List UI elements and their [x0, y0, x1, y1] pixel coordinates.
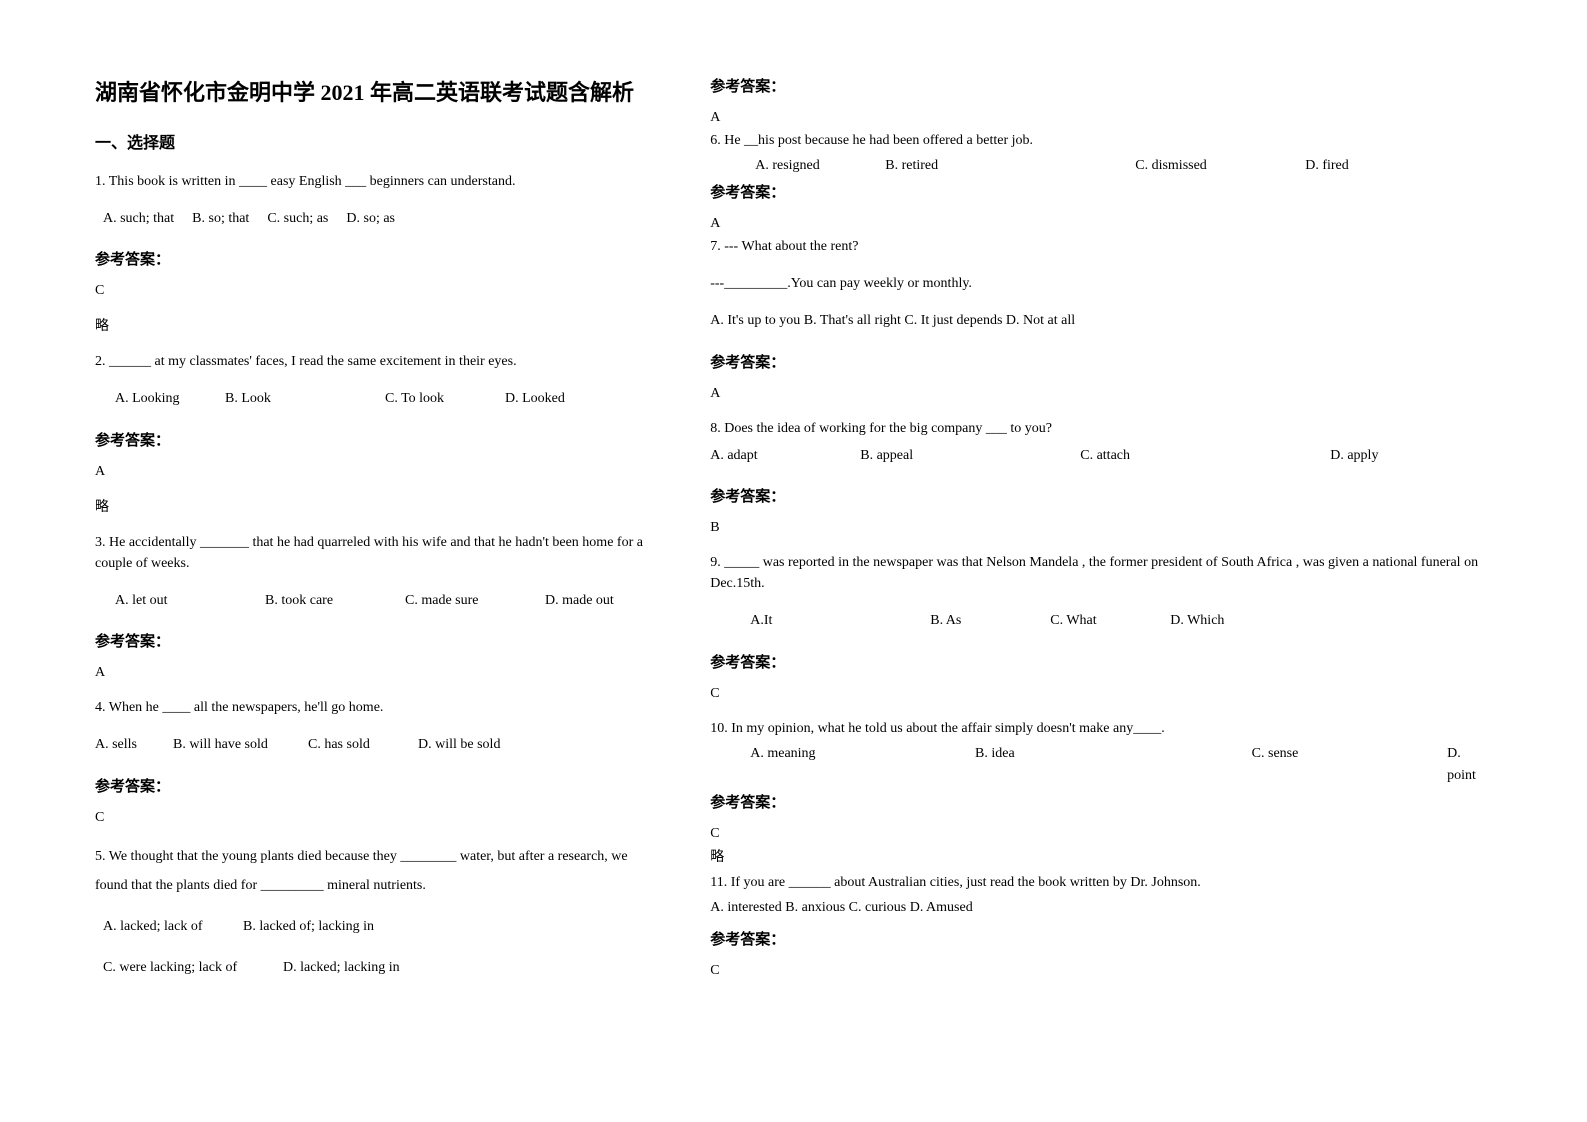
question-1: 1. This book is written in ____ easy Eng… — [95, 171, 660, 192]
q2-answer: A — [95, 464, 660, 480]
q1-opt-b: B. so; that — [192, 208, 249, 230]
q3-opt-b: B. took care — [265, 590, 405, 612]
q10-opt-a: A. meaning — [750, 743, 975, 788]
q8-answer: B — [710, 520, 1492, 536]
question-11-options: A. interested B. anxious C. curious D. A… — [710, 897, 1492, 919]
q1-opt-d: D. so; as — [346, 208, 395, 230]
q4-opt-d: D. will be sold — [418, 734, 500, 756]
question-3: 3. He accidentally _______ that he had q… — [95, 532, 660, 574]
question-9-options: A.It B. As C. What D. Which — [710, 610, 1492, 632]
question-10: 10. In my opinion, what he told us about… — [710, 718, 1492, 739]
question-9: 9. _____ was reported in the newspaper w… — [710, 552, 1492, 594]
q4-opt-a: A. sells — [95, 734, 173, 756]
q2-brief: 略 — [95, 496, 660, 516]
question-7-line1: 7. --- What about the rent? — [710, 236, 1492, 257]
question-2-options: A. Looking B. Look C. To look D. Looked — [95, 388, 660, 410]
q2-opt-a: A. Looking — [115, 388, 225, 410]
q1-answer-label: 参考答案： — [95, 248, 660, 269]
q10-brief: 略 — [710, 846, 1492, 866]
question-5: 5. We thought that the young plants died… — [95, 842, 660, 901]
q2-opt-b: B. Look — [225, 388, 385, 410]
q10-opt-d: D. point — [1447, 743, 1492, 788]
q2-opt-d: D. Looked — [505, 388, 565, 410]
q8-opt-d: D. apply — [1330, 445, 1378, 467]
q9-opt-c: C. What — [1050, 610, 1170, 632]
left-column: 湖南省怀化市金明中学 2021 年高二英语联考试题含解析 一、选择题 1. Th… — [95, 75, 660, 1082]
document-title: 湖南省怀化市金明中学 2021 年高二英语联考试题含解析 — [95, 75, 660, 107]
question-8: 8. Does the idea of working for the big … — [710, 418, 1492, 439]
question-4-options: A. sells B. will have sold C. has sold D… — [95, 734, 660, 756]
q6-opt-c: C. dismissed — [1135, 155, 1305, 177]
q10-opt-b: B. idea — [975, 743, 1252, 788]
q6-answer-label: 参考答案： — [710, 181, 1492, 202]
q10-opt-c: C. sense — [1252, 743, 1447, 788]
question-4: 4. When he ____ all the newspapers, he'l… — [95, 697, 660, 718]
q8-answer-label: 参考答案： — [710, 485, 1492, 506]
question-11: 11. If you are ______ about Australian c… — [710, 872, 1492, 893]
q6-opt-a: A. resigned — [755, 155, 885, 177]
q5-opt-b: B. lacked of; lacking in — [243, 916, 374, 938]
q4-answer: C — [95, 810, 660, 826]
q3-answer-label: 参考答案： — [95, 630, 660, 651]
q6-answer: A — [710, 216, 1492, 232]
q4-opt-b: B. will have sold — [173, 734, 308, 756]
q7-answer: A — [710, 386, 1492, 402]
q8-opt-c: C. attach — [1080, 445, 1330, 467]
q9-answer-label: 参考答案： — [710, 651, 1492, 672]
q9-opt-d: D. Which — [1170, 610, 1224, 632]
q8-opt-b: B. appeal — [860, 445, 1080, 467]
question-6-options: A. resigned B. retired C. dismissed D. f… — [710, 155, 1492, 177]
q10-answer-label: 参考答案： — [710, 791, 1492, 812]
right-column: 参考答案： A 6. He __his post because he had … — [710, 75, 1492, 1082]
q5-answer: A — [710, 110, 1492, 126]
q5-opt-d: D. lacked; lacking in — [283, 957, 400, 979]
q1-answer: C — [95, 283, 660, 299]
q11-answer-label: 参考答案： — [710, 928, 1492, 949]
question-1-options: A. such; that B. so; that C. such; as D.… — [95, 208, 660, 230]
question-5-options-2: C. were lacking; lack of D. lacked; lack… — [95, 957, 660, 979]
q10-answer: C — [710, 826, 1492, 842]
q1-opt-c: C. such; as — [267, 208, 328, 230]
q3-opt-a: A. let out — [115, 590, 265, 612]
question-10-options: A. meaning B. idea C. sense D. point — [710, 743, 1492, 788]
question-3-options: A. let out B. took care C. made sure D. … — [95, 590, 660, 612]
q5-answer-label: 参考答案： — [710, 75, 1492, 96]
section-1-title: 一、选择题 — [95, 129, 660, 153]
q9-answer: C — [710, 686, 1492, 702]
q9-opt-b: B. As — [930, 610, 1050, 632]
q3-opt-c: C. made sure — [405, 590, 545, 612]
q7-answer-label: 参考答案： — [710, 351, 1492, 372]
q3-opt-d: D. made out — [545, 590, 614, 612]
q2-opt-c: C. To look — [385, 388, 505, 410]
q3-answer: A — [95, 665, 660, 681]
q4-opt-c: C. has sold — [308, 734, 418, 756]
question-7-options: A. It's up to you B. That's all right C.… — [710, 310, 1492, 332]
question-8-options: A. adapt B. appeal C. attach D. apply — [710, 445, 1492, 467]
question-7-line2: ---_________.You can pay weekly or month… — [710, 273, 1492, 294]
q8-opt-a: A. adapt — [710, 445, 860, 467]
q1-brief: 略 — [95, 315, 660, 335]
question-2: 2. ______ at my classmates' faces, I rea… — [95, 351, 660, 372]
question-5-options-1: A. lacked; lack of B. lacked of; lacking… — [95, 916, 660, 938]
question-6: 6. He __his post because he had been off… — [710, 130, 1492, 151]
q9-opt-a: A.It — [750, 610, 930, 632]
q1-opt-a: A. such; that — [103, 208, 174, 230]
q5-opt-c: C. were lacking; lack of — [103, 957, 283, 979]
q4-answer-label: 参考答案： — [95, 775, 660, 796]
q11-answer: C — [710, 963, 1492, 979]
q6-opt-b: B. retired — [885, 155, 1135, 177]
q6-opt-d: D. fired — [1305, 155, 1349, 177]
q2-answer-label: 参考答案： — [95, 429, 660, 450]
q5-opt-a: A. lacked; lack of — [103, 916, 243, 938]
